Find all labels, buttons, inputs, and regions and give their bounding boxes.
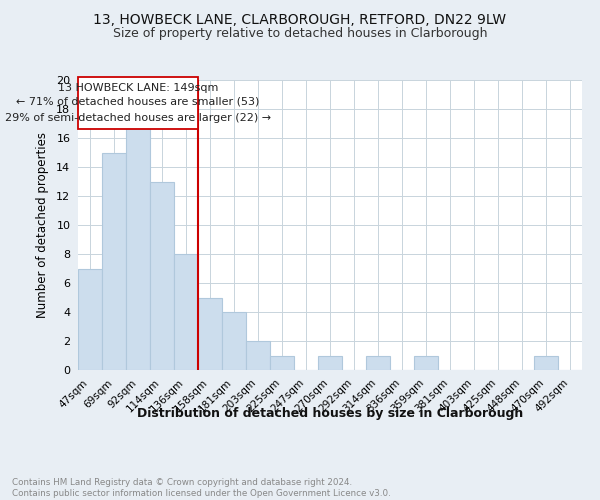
FancyBboxPatch shape xyxy=(79,77,197,130)
Bar xyxy=(246,341,270,370)
Text: ← 71% of detached houses are smaller (53): ← 71% of detached houses are smaller (53… xyxy=(16,97,260,107)
Bar xyxy=(270,356,294,370)
Bar xyxy=(126,124,150,370)
Bar xyxy=(414,356,438,370)
Text: 13 HOWBECK LANE: 149sqm: 13 HOWBECK LANE: 149sqm xyxy=(58,83,218,93)
Bar xyxy=(102,152,126,370)
Bar xyxy=(366,356,390,370)
Bar xyxy=(150,182,174,370)
Text: 29% of semi-detached houses are larger (22) →: 29% of semi-detached houses are larger (… xyxy=(5,112,271,122)
Text: Contains HM Land Registry data © Crown copyright and database right 2024.
Contai: Contains HM Land Registry data © Crown c… xyxy=(12,478,391,498)
Bar xyxy=(78,268,102,370)
Text: Size of property relative to detached houses in Clarborough: Size of property relative to detached ho… xyxy=(113,28,487,40)
Text: Distribution of detached houses by size in Clarborough: Distribution of detached houses by size … xyxy=(137,408,523,420)
Bar xyxy=(174,254,198,370)
Text: 13, HOWBECK LANE, CLARBOROUGH, RETFORD, DN22 9LW: 13, HOWBECK LANE, CLARBOROUGH, RETFORD, … xyxy=(94,12,506,26)
Bar xyxy=(198,298,222,370)
Y-axis label: Number of detached properties: Number of detached properties xyxy=(36,132,49,318)
Bar xyxy=(318,356,342,370)
Bar xyxy=(222,312,246,370)
Bar xyxy=(534,356,558,370)
